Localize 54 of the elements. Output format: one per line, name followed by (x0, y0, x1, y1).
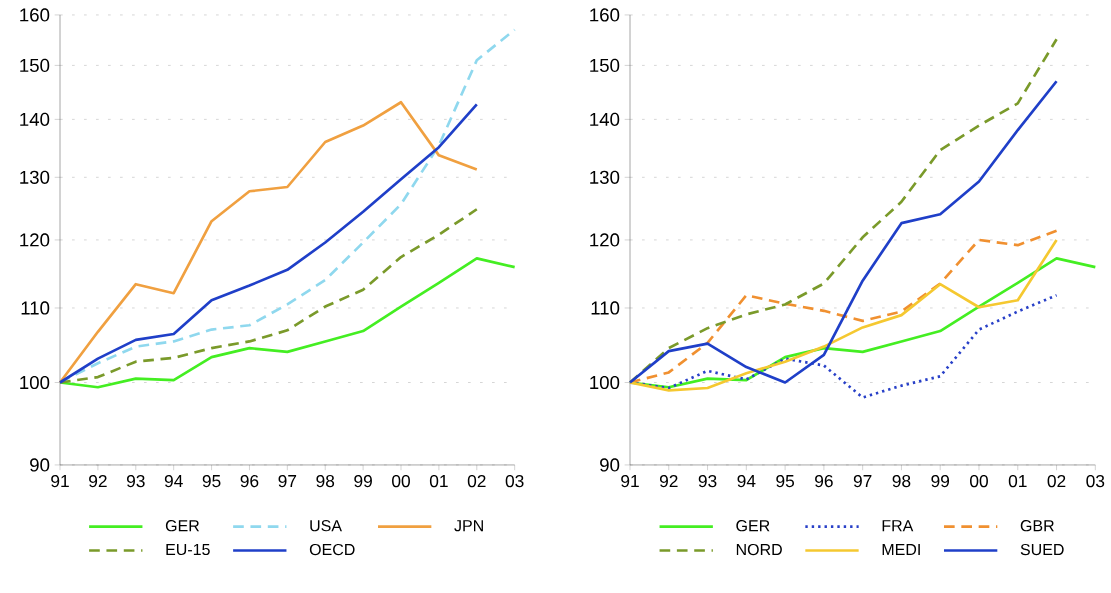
x-tick-label: 00 (970, 474, 988, 488)
x-tick-label: 93 (698, 474, 717, 488)
y-tick-label: 110 (21, 301, 50, 315)
x-tick-label: 93 (126, 474, 145, 488)
legend-label: MEDI (882, 543, 920, 555)
x-tick-label: 03 (1086, 474, 1105, 488)
x-tick-label: 91 (51, 474, 69, 488)
y-tick-label: 150 (20, 58, 50, 73)
x-tick-label: 95 (776, 474, 795, 488)
x-tick-label: 94 (737, 474, 756, 488)
legend-label: GER (165, 520, 200, 532)
x-tick-label: 01 (429, 474, 448, 488)
x-tick-label: 03 (505, 474, 524, 488)
y-tick-label: 110 (591, 301, 620, 315)
x-tick-label: 01 (1008, 474, 1027, 488)
x-tick-label: 00 (392, 474, 410, 488)
x-tick-label: 98 (892, 474, 911, 488)
legend-label: USA (310, 520, 342, 532)
y-tick-label: 90 (30, 458, 50, 472)
y-tick-label: 90 (600, 458, 620, 472)
legend-label: NORD (736, 543, 782, 556)
y-tick-label: 100 (20, 375, 50, 390)
y-tick-label: 140 (20, 112, 50, 126)
x-tick-label: 97 (278, 474, 297, 488)
y-tick-label: 120 (590, 233, 620, 247)
legend-label: GBR (1020, 520, 1054, 532)
x-tick-label: 96 (240, 474, 259, 488)
line-series (58, 207, 479, 384)
x-tick-label: 95 (202, 474, 221, 488)
y-tick-label: 130 (20, 170, 50, 184)
y-tick-label: 150 (590, 58, 620, 73)
x-tick-label: 91 (621, 474, 639, 488)
x-tick-label: 99 (931, 474, 950, 488)
x-tick-label: 92 (89, 474, 107, 488)
x-tick-label: 99 (354, 474, 372, 488)
y-tick-label: 120 (20, 233, 50, 247)
y-tick-label: 130 (590, 170, 620, 184)
legend-label: OECD (309, 543, 355, 556)
x-tick-label: 94 (164, 474, 183, 488)
x-tick-label: 97 (853, 474, 872, 488)
legend-label: FRA (882, 520, 914, 532)
x-tick-label: 96 (815, 474, 833, 488)
legend-label: JPN (454, 520, 483, 532)
y-tick-label: 100 (590, 375, 620, 390)
y-tick-label: 140 (590, 112, 620, 126)
x-tick-label: 92 (659, 474, 678, 488)
x-tick-label: 02 (467, 474, 486, 488)
legend-label: SUED (1020, 543, 1064, 556)
x-tick-label: 02 (1047, 474, 1066, 488)
legend-label: GER (736, 520, 770, 532)
x-tick-label: 98 (316, 474, 335, 488)
y-tick-label: 160 (20, 8, 50, 22)
legend-label: EU-15 (166, 543, 210, 556)
y-tick-label: 160 (590, 8, 620, 22)
